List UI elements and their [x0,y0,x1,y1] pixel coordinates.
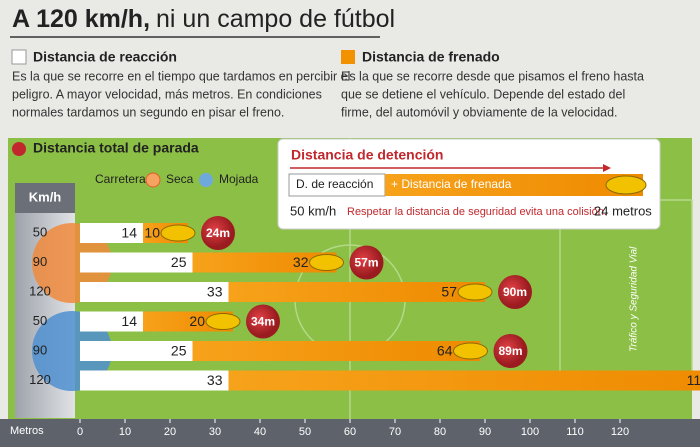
x-tick-label: 20 [164,426,176,438]
inset-distance: 24 metros [594,203,652,218]
x-tick-label: 40 [254,426,266,438]
value-label: 57 [441,284,457,300]
inset-braking-bar [385,174,643,196]
value-label: 25 [171,343,187,359]
car [205,313,241,330]
inset-note: Respetar la distancia de seguridad evita… [347,206,607,218]
condition-label: Mojada [219,172,259,186]
x-tick-label: 30 [209,426,221,438]
total-badge [349,245,384,280]
credit: Tráfico y Seguridad Vial [629,246,640,352]
x-tick-label: 80 [434,426,446,438]
value-label: 14 [121,313,137,329]
y-tick-label: 120 [29,283,51,298]
total-legend-dot [12,142,26,156]
total-label: 34m [251,315,275,329]
title-light: ni un campo de fútbol [156,5,395,33]
reaction-bar [80,282,229,302]
reaction-bar [80,370,229,391]
inset-car [605,175,647,195]
legend-description: peligro. A mayor velocidad, más metros. … [12,87,322,101]
legend-description: que se detiene el vehículo. Depende del … [341,87,625,101]
speed-header-bg [15,183,75,213]
car [453,342,488,360]
car [309,254,344,271]
x-tick-label: 120 [611,426,629,438]
x-tick-label: 90 [479,426,491,438]
axis-band [0,419,700,447]
total-badge [493,334,528,368]
legend-swatch [11,49,27,65]
total-label: 57m [354,256,378,270]
condition-label: Seca [166,172,194,186]
braking-bar [228,282,485,302]
legend-description: Es la que se recorre en el tiempo que ta… [12,69,350,83]
x-tick-label: 50 [299,426,311,438]
total-label: 89m [498,344,522,358]
car [457,283,493,301]
legend-label: Distancia de frenado [362,49,500,65]
reaction-bar [80,252,193,273]
x-tick-label: 70 [389,426,401,438]
total-badge [246,304,280,339]
value-label: 113 [687,372,700,388]
inset-title: Distancia de detención [291,147,443,163]
legend-swatch [341,50,355,64]
y-tick-label: 50 [33,313,47,328]
y-tick-label: 90 [33,342,47,357]
total-badge [201,216,235,250]
value-label: 25 [171,254,187,270]
total-legend-label: Distancia total de parada [33,140,199,156]
reaction-bar [80,341,193,361]
value-label: 20 [189,313,205,329]
x-tick-label: 110 [566,426,584,438]
car [160,224,196,242]
dry-icon [145,172,161,188]
y-tick-label: 90 [33,254,47,269]
legend-label: Distancia de reacción [33,49,177,65]
value-label: 33 [207,372,223,388]
value-label: 14 [121,225,137,241]
y-tick-label: 50 [33,224,47,239]
value-label: 10 [144,225,160,241]
wet-icon [199,173,213,187]
conditions-label: Carretera [95,172,146,186]
legend-description: Es la que se recorre desde que pisamos e… [341,69,644,83]
value-label: 33 [207,284,223,300]
reaction-bar [80,223,143,243]
inset-speed: 50 km/h [290,203,336,218]
value-label: 32 [293,254,309,270]
x-tick-label: 10 [119,426,131,438]
reaction-bar [80,311,143,332]
legend-description: normales tardamos un segundo en pisar el… [12,105,284,119]
total-label: 90m [503,285,527,299]
x-tick-label: 100 [521,426,539,438]
total-badge [498,275,532,309]
inset-braking-label: + Distancia de frenada [391,177,512,191]
braking-bar [192,341,481,361]
legend-description: firme, del automóvil y obviamente de la … [341,105,618,119]
inset-reaction-label: D. de reacción [296,177,373,191]
braking-bar [192,252,337,273]
title: A 120 km/h, ni un campo de fútbol [12,5,395,33]
y-tick-label: 120 [29,372,51,387]
title-bold: A 120 km/h, [12,5,150,33]
braking-bar [228,370,700,391]
x-tick-label: 60 [344,426,356,438]
total-label: 24m [206,226,230,240]
speed-header: Km/h [29,189,62,204]
x-axis-label: Metros [10,425,44,437]
inset-arrowhead [603,164,611,172]
value-label: 64 [437,343,453,359]
x-tick-label: 0 [77,426,83,438]
